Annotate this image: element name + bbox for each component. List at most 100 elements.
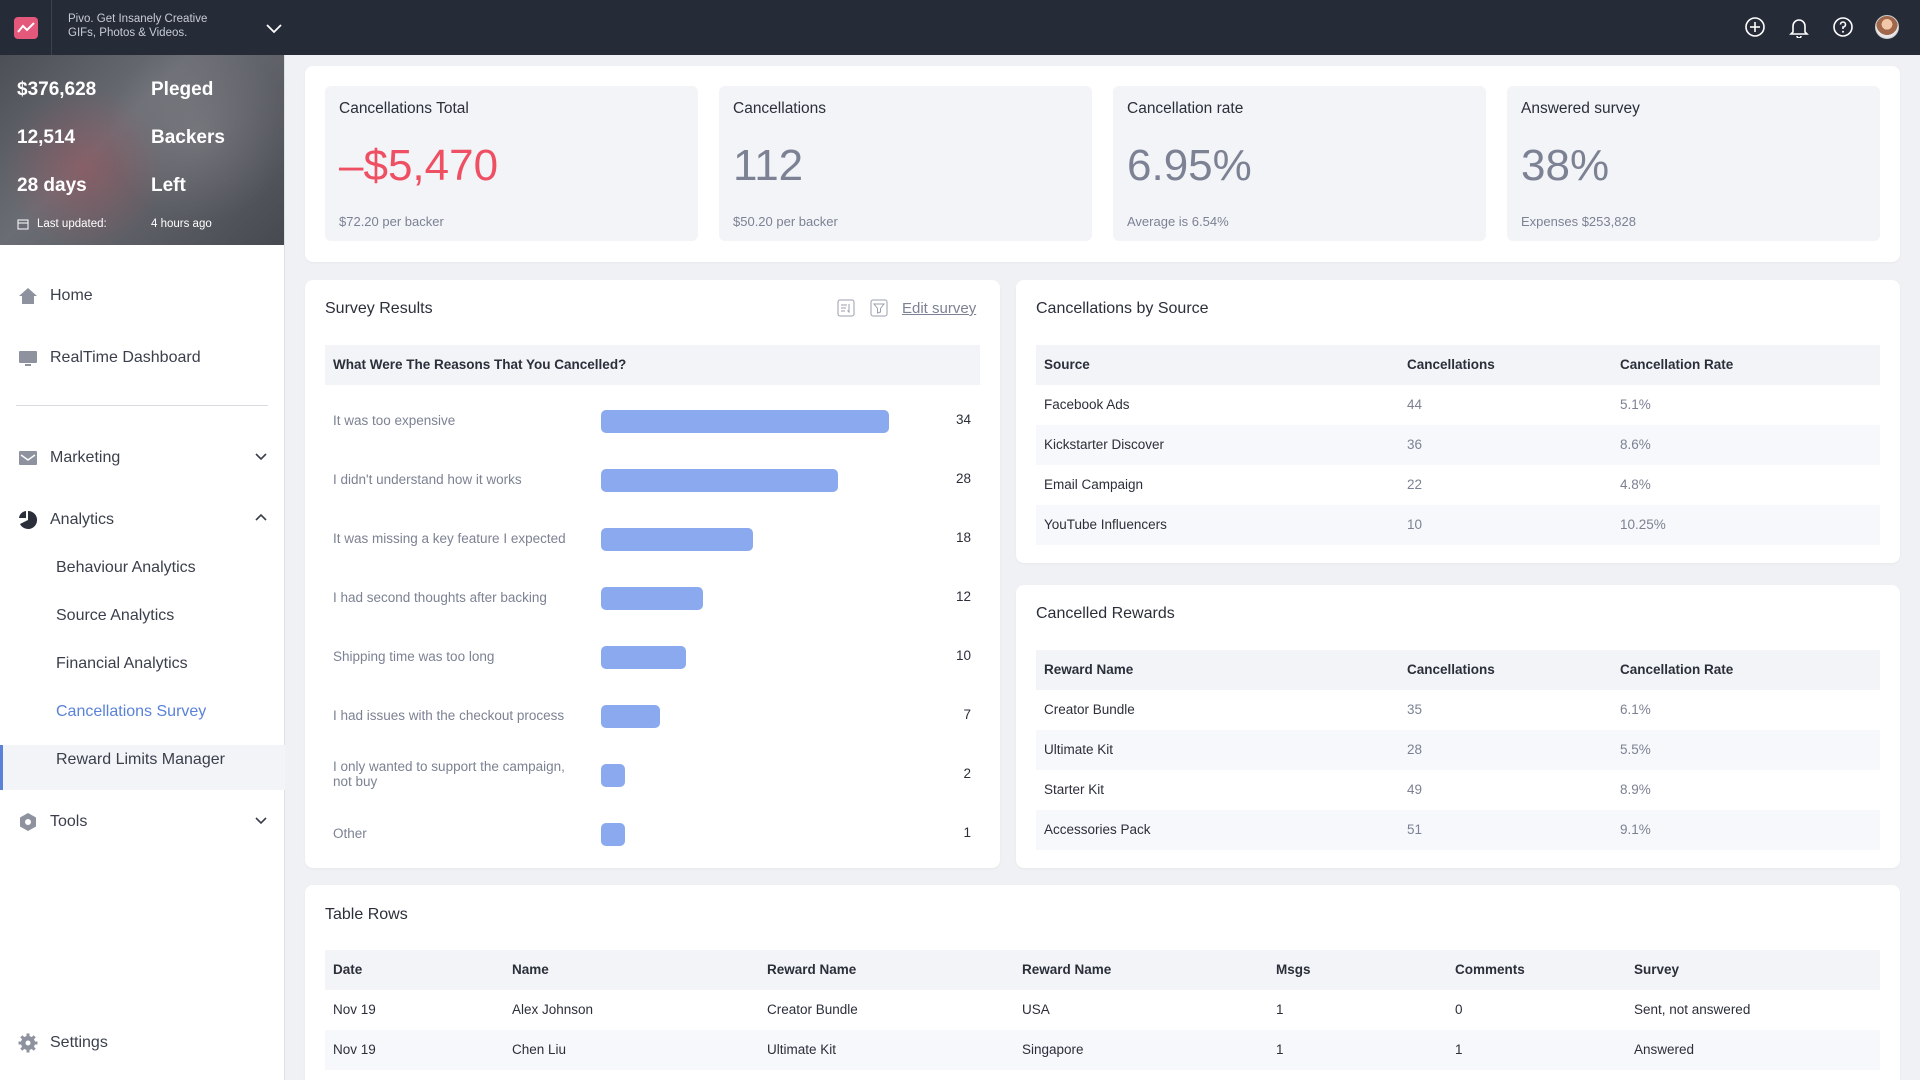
gear-icon [18,1033,38,1053]
project-title-line2: GIFs, Photos & Videos. [68,27,188,39]
nav-reward-limits-manager[interactable]: Reward Limits Manager [56,751,225,768]
col-cancellation-rate: Cancellation Rate [1620,357,1734,372]
table-row[interactable]: Ultimate Kit 28 5.5% [1036,730,1880,770]
nav-marketing[interactable]: Marketing [18,448,268,468]
survey-bar [601,528,753,551]
cell-rate: 5.5% [1620,742,1651,757]
survey-title: Survey Results [325,300,433,317]
table-row[interactable]: Nov 19 Chen Liu Ultimate Kit Singapore 1 1 Ans… [325,1030,1880,1070]
kpi-cancellation-rate: Cancellation rate 6.95% Average is 6.54% [1113,86,1486,241]
table-row[interactable]: Email Campaign 22 4.8% [1036,465,1880,505]
user-avatar[interactable] [1874,14,1900,40]
kpi-subtext: Expenses $253,828 [1521,214,1636,229]
col-date: Date [333,962,363,977]
kpi-title: Answered survey [1521,100,1640,117]
cell-rate: 4.8% [1620,477,1651,492]
nav-home[interactable]: Home [18,286,268,306]
nav-analytics[interactable]: Analytics [18,510,268,530]
project-selector[interactable]: Pivo. Get Insanely Creative GIFs, Photos… [68,12,248,40]
cell-rate: 8.6% [1620,437,1651,452]
nav-settings[interactable]: Settings [18,1033,268,1053]
table-row[interactable]: Facebook Ads 44 5.1% [1036,385,1880,425]
nav-source-analytics[interactable]: Source Analytics [56,607,175,624]
table-row[interactable]: Kickstarter Discover 36 8.6% [1036,425,1880,465]
sidebar: $376,628 Pleged 12,514 Backers 28 days L… [0,55,285,1080]
chevron-up-icon[interactable] [254,511,268,530]
survey-answer-label: I had issues with the checkout process [333,707,565,723]
help-icon[interactable] [1830,14,1856,40]
top-bar: Pivo. Get Insanely Creative GIFs, Photos… [0,0,1920,55]
cell-rate: 9.1% [1620,822,1651,837]
table-row[interactable]: Nov 19 Alex Johnson Creator Bundle USA 1 0 Sen… [325,990,1880,1030]
chevron-down-icon[interactable] [254,449,268,468]
col-reward-name: Reward Name [767,962,857,977]
col-cancellations: Cancellations [1407,662,1495,677]
table-row[interactable]: Creator Bundle 35 6.1% [1036,690,1880,730]
survey-answer-label: Other [333,825,367,841]
bell-icon[interactable] [1786,14,1812,40]
nav-analytics-label: Analytics [50,511,115,528]
nav-realtime-dashboard[interactable]: RealTime Dashboard [18,348,268,368]
nav-cancellations-survey[interactable]: Cancellations Survey [56,703,207,720]
survey-row: Other 1 [333,813,979,853]
active-nav-highlight [0,745,285,790]
nav-tools[interactable]: Tools [18,812,268,832]
campaign-stats: $376,628 Pleged 12,514 Backers 28 days L… [0,55,284,245]
col-comments: Comments [1455,962,1525,977]
rewards-table-header: Reward Name Cancellations Cancellation R… [1036,650,1880,690]
survey-answer-label: I had second thoughts after backing [333,589,547,605]
pledged-stat: $376,628 Pleged [17,79,213,101]
plus-circle-icon[interactable] [1742,14,1768,40]
nav-behaviour-analytics[interactable]: Behaviour Analytics [56,559,196,576]
survey-count: 12 [955,589,971,604]
backers-value: 12,514 [17,127,76,148]
last-updated-value: 4 hours ago [151,218,212,230]
cell-cancellations: 10 [1407,517,1423,532]
col-reward-name: Reward Name [1044,662,1134,677]
filter-icon[interactable] [870,299,888,322]
pledged-value: $376,628 [17,79,97,100]
cell-cancellations: 28 [1407,742,1423,757]
chevron-down-icon[interactable] [264,18,284,38]
source-table-header: Source Cancellations Cancellation Rate [1036,345,1880,385]
chevron-down-icon[interactable] [254,813,268,832]
cell-name: Facebook Ads [1044,397,1130,412]
kpi-value: –$5,470 [339,141,499,190]
survey-bar [601,764,625,787]
nav-financial-analytics[interactable]: Financial Analytics [56,655,188,672]
kpi-subtext: $50.20 per backer [733,214,838,229]
table-row[interactable]: Starter Kit 49 8.9% [1036,770,1880,810]
kpi-cancellations: Cancellations 112 $50.20 per backer [719,86,1092,241]
survey-answer-label: It was too expensive [333,412,456,428]
app-logo[interactable] [0,0,52,55]
logo-icon [13,16,38,39]
cell-rate: 8.9% [1620,782,1651,797]
cell-country: Singapore [1022,1042,1084,1057]
kpi-value: 112 [733,141,804,190]
nav-realtime-label: RealTime Dashboard [50,349,201,366]
kpi-answered-survey: Answered survey 38% Expenses $253,828 [1507,86,1880,241]
survey-question-header: What Were The Reasons That You Cancelled… [325,345,980,385]
edit-survey-link[interactable]: Edit survey [902,300,977,317]
sort-icon[interactable] [837,299,855,322]
backers-stat: 12,514 Backers [17,127,225,149]
col-cancellation-rate: Cancellation Rate [1620,662,1734,677]
survey-count: 28 [955,471,971,486]
table-row[interactable]: YouTube Influencers 10 10.25% [1036,505,1880,545]
home-icon [18,286,38,306]
survey-row: I had second thoughts after backing 12 [333,577,979,617]
cell-cancellations: 22 [1407,477,1423,492]
cell-name: Alex Johnson [512,1002,594,1017]
survey-row: Shipping time was too long 10 [333,636,979,676]
survey-question: What Were The Reasons That You Cancelled… [333,357,627,372]
cell-cancellations: 35 [1407,702,1423,717]
cell-rate: 5.1% [1620,397,1651,412]
col-reward-name-2: Reward Name [1022,962,1112,977]
survey-bar [601,823,625,846]
nav-tools-label: Tools [50,813,88,830]
kpi-title: Cancellation rate [1127,100,1244,117]
col-cancellations: Cancellations [1407,357,1495,372]
cell-name: YouTube Influencers [1044,517,1167,532]
table-row[interactable]: Accessories Pack 51 9.1% [1036,810,1880,850]
backers-label: Backers [151,127,225,148]
